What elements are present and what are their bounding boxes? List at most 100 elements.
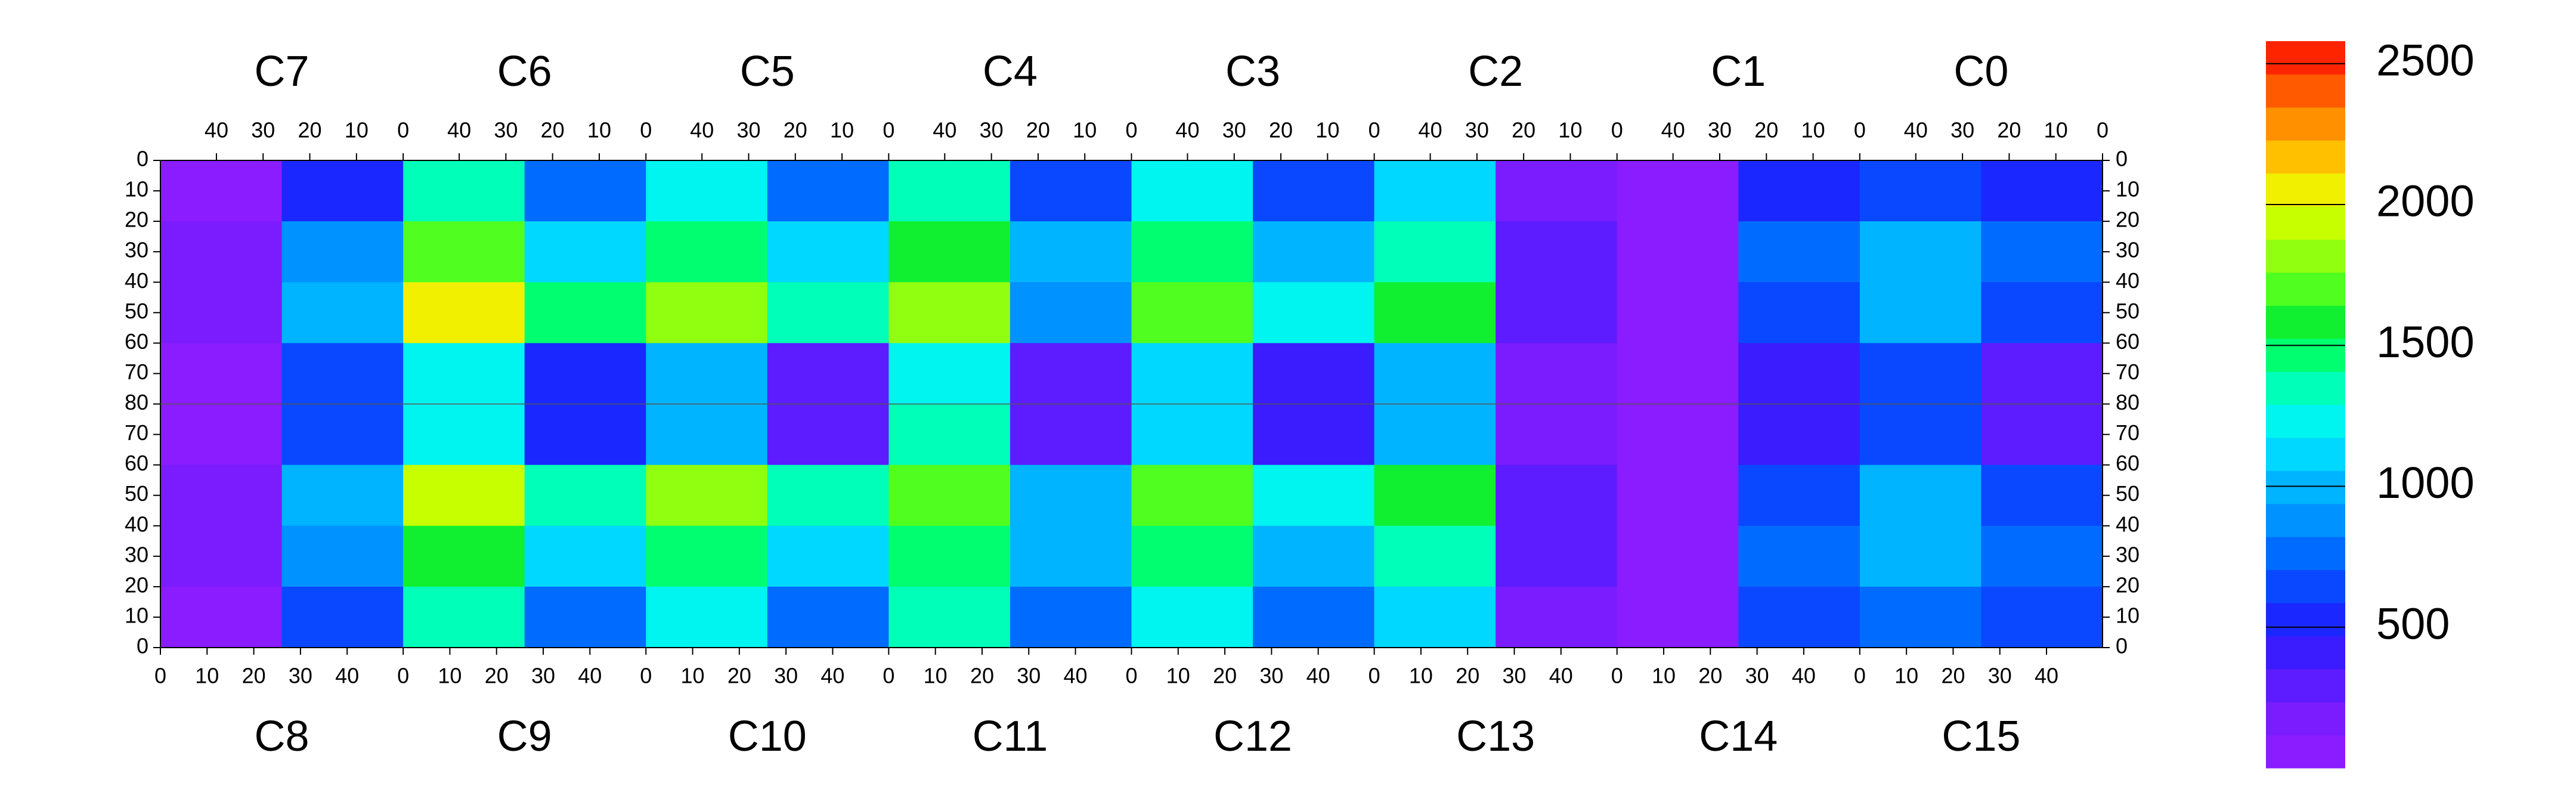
heatmap-cell xyxy=(1496,525,1618,587)
heatmap-cell xyxy=(403,404,525,466)
x-tick-label: 40 xyxy=(1175,118,1199,143)
colorbar-band xyxy=(2266,372,2345,405)
x-tick-label: 10 xyxy=(1894,664,1918,688)
heatmap-cell xyxy=(1253,525,1375,587)
heatmap-cell xyxy=(1981,160,2103,222)
heatmap-cell xyxy=(767,465,889,527)
colorbar-tick-label: 500 xyxy=(2376,599,2450,648)
y-tick-label: 70 xyxy=(2116,360,2140,384)
heatmap-cell xyxy=(1738,465,1860,527)
heatmap-cell xyxy=(1496,465,1618,527)
x-tick-label: 10 xyxy=(2044,118,2068,143)
x-tick-label: 30 xyxy=(1465,118,1489,143)
heatmap-cell xyxy=(1374,404,1496,466)
heatmap-cell xyxy=(1131,586,1253,648)
x-tick-label: 10 xyxy=(1073,118,1097,143)
y-tick-label: 40 xyxy=(125,268,148,293)
heatmap-cell xyxy=(1738,586,1860,648)
chip-label: C8 xyxy=(255,713,309,760)
heatmap-cell xyxy=(524,160,646,222)
heatmap-cell xyxy=(1374,465,1496,527)
colorbar-band xyxy=(2266,206,2345,240)
heatmap-cell xyxy=(1859,160,1981,222)
heatmap-cell xyxy=(1010,343,1132,404)
heatmap-cell xyxy=(646,586,768,648)
heatmap-cell xyxy=(1738,343,1860,404)
x-tick-label: 20 xyxy=(727,664,751,688)
heatmap-cell xyxy=(281,465,404,527)
x-tick-label: 40 xyxy=(1419,118,1442,143)
x-tick-label: 0 xyxy=(883,118,894,143)
heatmap-cell xyxy=(1496,221,1618,283)
y-tick-label: 70 xyxy=(125,420,148,445)
heatmap-cell xyxy=(888,160,1011,222)
chip-label: C15 xyxy=(1942,713,2020,760)
chip-label: C7 xyxy=(255,48,309,95)
heatmap-cell xyxy=(281,525,404,587)
heatmap-cell xyxy=(1253,221,1375,283)
x-tick-label: 0 xyxy=(640,118,652,143)
y-tick-label: 50 xyxy=(125,299,148,323)
heatmap-cell xyxy=(1131,160,1253,222)
heatmap-cell xyxy=(1496,404,1618,466)
heatmap-cell xyxy=(767,221,889,283)
heatmap-cell xyxy=(160,404,283,466)
heatmap-cell xyxy=(1496,160,1618,222)
heatmap-cell xyxy=(888,586,1011,648)
heatmap-cell xyxy=(1496,282,1618,343)
heatmap-cell xyxy=(1374,343,1496,404)
chip-label: C1 xyxy=(1711,48,1766,95)
x-tick-label: 0 xyxy=(397,118,409,143)
chip-label: C11 xyxy=(973,713,1048,760)
heatmap-cell xyxy=(160,586,283,648)
heatmap-cell xyxy=(1617,465,1739,527)
x-tick-label: 20 xyxy=(1026,118,1050,143)
colorbar-band xyxy=(2266,404,2345,438)
heatmap-cell xyxy=(888,465,1011,527)
x-tick-label: 20 xyxy=(1941,664,1965,688)
colorbar-band xyxy=(2266,503,2345,537)
y-tick-label: 0 xyxy=(137,634,148,658)
x-tick-label: 0 xyxy=(1368,664,1380,688)
heatmap-cell xyxy=(1010,404,1132,466)
heatmap-cell xyxy=(524,221,646,283)
heatmap-cell xyxy=(281,282,404,343)
heatmap-cell xyxy=(646,343,768,404)
x-tick-label: 30 xyxy=(251,118,275,143)
x-tick-label: 40 xyxy=(447,118,471,143)
heatmap-cell xyxy=(160,465,283,527)
heatmap-cell xyxy=(281,586,404,648)
x-tick-label: 10 xyxy=(587,118,611,143)
heatmap-cell xyxy=(1253,282,1375,343)
heatmap-cell xyxy=(524,586,646,648)
colorbar-band xyxy=(2266,702,2345,736)
x-tick-label: 0 xyxy=(1125,664,1137,688)
y-tick-label: 10 xyxy=(125,177,148,202)
colorbar-band xyxy=(2266,470,2345,504)
y-tick-label: 70 xyxy=(125,360,148,384)
heatmap-cell xyxy=(1131,282,1253,343)
heatmap-cell xyxy=(767,586,889,648)
heatmap-cell xyxy=(1981,465,2103,527)
heatmap-cell xyxy=(1981,525,2103,587)
heatmap-cell xyxy=(160,221,283,283)
y-tick-label: 20 xyxy=(2116,572,2140,597)
colorbar-band xyxy=(2266,41,2345,75)
y-tick-label: 20 xyxy=(2116,208,2140,232)
x-tick-label: 0 xyxy=(2097,118,2109,143)
heatmap-cell xyxy=(1010,282,1132,343)
heatmap-cell xyxy=(1617,525,1739,587)
x-tick-label: 40 xyxy=(578,664,602,688)
heatmap-cell xyxy=(281,343,404,404)
heatmap-cell xyxy=(646,404,768,466)
y-tick-label: 80 xyxy=(125,390,148,414)
colorbar-band xyxy=(2266,140,2345,174)
heatmap-cell xyxy=(403,343,525,404)
heatmap-cell xyxy=(281,160,404,222)
heatmap-cell xyxy=(524,404,646,466)
x-tick-label: 0 xyxy=(1854,118,1866,143)
heatmap-cell xyxy=(1010,221,1132,283)
x-tick-label: 10 xyxy=(1409,664,1433,688)
x-tick-label: 30 xyxy=(494,118,518,143)
